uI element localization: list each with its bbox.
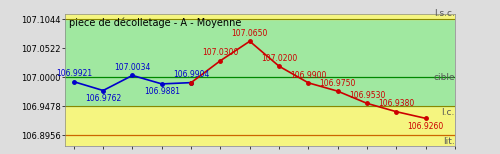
Text: 107.0650: 107.0650 xyxy=(232,29,268,38)
Text: piece de décolletage - A - Moyenne: piece de décolletage - A - Moyenne xyxy=(69,18,242,28)
Bar xyxy=(65,106,455,135)
Text: 106.9881: 106.9881 xyxy=(144,87,180,96)
Text: cible: cible xyxy=(434,73,455,82)
Bar xyxy=(65,135,455,146)
Bar xyxy=(65,14,455,19)
Text: lit.: lit. xyxy=(444,137,455,146)
Text: 107.0200: 107.0200 xyxy=(261,54,297,63)
Text: l.s.c.: l.s.c. xyxy=(434,9,455,18)
Text: 107.0034: 107.0034 xyxy=(114,63,150,72)
Text: 106.9921: 106.9921 xyxy=(56,69,92,78)
Text: 106.9260: 106.9260 xyxy=(408,122,444,131)
Text: 106.9904: 106.9904 xyxy=(173,70,210,79)
Bar xyxy=(65,19,455,106)
Text: 107.0300: 107.0300 xyxy=(202,48,238,57)
Text: 106.9762: 106.9762 xyxy=(85,94,121,103)
Text: 106.9750: 106.9750 xyxy=(320,79,356,88)
Text: 106.9530: 106.9530 xyxy=(349,91,385,100)
Text: l.c.: l.c. xyxy=(442,108,455,117)
Text: 106.9900: 106.9900 xyxy=(290,71,327,80)
Text: 106.9380: 106.9380 xyxy=(378,99,414,108)
